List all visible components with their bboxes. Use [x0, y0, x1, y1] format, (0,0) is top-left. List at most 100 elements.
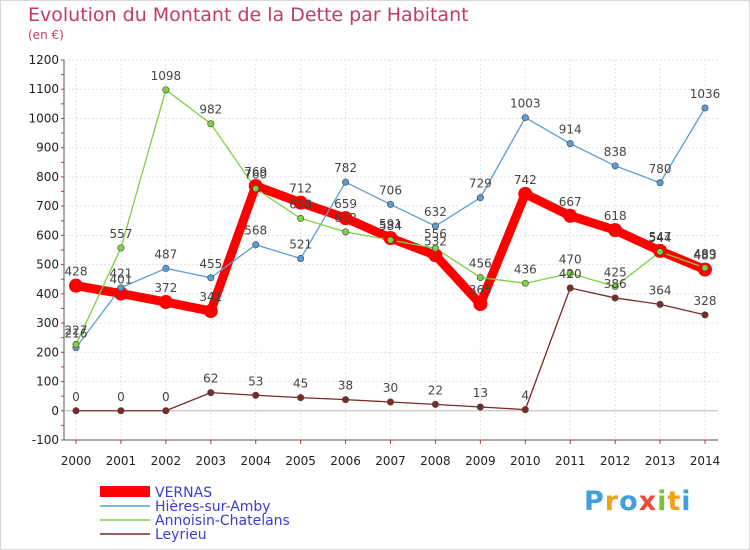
data-point: [431, 400, 439, 408]
data-point: [207, 120, 215, 128]
data-label: 706: [379, 183, 402, 197]
series-layer: [69, 86, 712, 415]
data-label: 328: [694, 294, 717, 308]
data-point: [608, 223, 623, 238]
data-point: [563, 208, 578, 223]
data-label: 612: [334, 211, 357, 225]
data-label: 420: [559, 267, 582, 281]
data-point: [342, 228, 350, 236]
logo-letter: t: [667, 486, 682, 517]
data-point: [476, 194, 484, 202]
data-point: [72, 407, 80, 415]
x-tick-label: 2014: [690, 454, 721, 468]
data-label: 421: [109, 267, 132, 281]
chart-unit: (en €): [28, 28, 64, 42]
logo-letter: x: [638, 486, 658, 517]
data-label: 38: [338, 379, 353, 393]
axes: -100010020030040050060070080090010001100…: [28, 53, 720, 468]
data-point: [386, 236, 394, 244]
logo-letter: r: [604, 486, 620, 517]
data-point: [158, 295, 173, 310]
data-point: [611, 283, 619, 291]
data-point: [518, 186, 533, 201]
data-label: 667: [559, 195, 582, 209]
data-point: [701, 311, 709, 319]
data-point: [656, 300, 664, 308]
data-point: [386, 200, 394, 208]
y-tick-label: 300: [36, 316, 59, 330]
data-label: 742: [514, 173, 537, 187]
data-label: 456: [469, 256, 492, 270]
data-label: 1036: [690, 87, 721, 101]
data-label: 544: [649, 231, 672, 245]
x-tick-label: 2012: [600, 454, 631, 468]
y-tick-label: 800: [36, 170, 59, 184]
data-label: 436: [514, 262, 537, 276]
proxiti-logo: Proxiti: [584, 486, 692, 517]
data-point: [476, 403, 484, 411]
x-tick-label: 2004: [240, 454, 271, 468]
data-point: [338, 211, 353, 226]
x-tick-label: 2000: [61, 454, 92, 468]
data-label: 489: [694, 247, 717, 261]
data-point: [162, 264, 170, 272]
data-point: [297, 394, 305, 402]
data-point: [428, 248, 443, 263]
data-point: [566, 140, 574, 148]
y-tick-label: 100: [36, 375, 59, 389]
data-point: [113, 286, 128, 301]
data-label: 0: [117, 390, 125, 404]
data-label: 658: [289, 197, 312, 211]
legend: VERNASHières-sur-AmbyAnnoisin-ChatelansL…: [100, 485, 290, 543]
x-tick-label: 2009: [465, 454, 496, 468]
data-labels: 428 401 372 341 769 712 659 591 532 365 742 667 618 5…: [65, 69, 721, 404]
logo-letter: i: [681, 486, 692, 517]
data-label: 532: [424, 234, 447, 248]
y-tick-label: 200: [36, 345, 59, 359]
data-label: 53: [248, 374, 263, 388]
data-point: [207, 274, 215, 282]
y-tick-label: 400: [36, 287, 59, 301]
logo-letter: i: [657, 486, 668, 517]
data-label: 487: [154, 247, 177, 261]
data-point: [117, 407, 125, 415]
data-point: [431, 244, 439, 252]
data-label: 386: [604, 277, 627, 291]
x-tick-label: 2013: [645, 454, 676, 468]
data-point: [252, 391, 260, 399]
data-label: 428: [65, 265, 88, 279]
data-label: 521: [289, 237, 312, 251]
data-label: 632: [424, 205, 447, 219]
data-label: 401: [109, 273, 132, 287]
data-label: 483: [694, 249, 717, 263]
y-tick-label: 500: [36, 258, 59, 272]
data-point: [566, 284, 574, 292]
data-label: 13: [473, 386, 488, 400]
data-label: 568: [244, 224, 267, 238]
data-point: [252, 241, 260, 249]
data-point: [431, 222, 439, 230]
data-point: [297, 254, 305, 262]
data-label: 729: [469, 177, 492, 191]
data-point: [386, 398, 394, 406]
data-label: 4: [521, 389, 529, 403]
data-label: 914: [559, 123, 582, 137]
data-label: 470: [559, 252, 582, 266]
data-point: [69, 278, 83, 293]
x-tick-label: 2001: [106, 454, 137, 468]
data-label: 557: [109, 227, 132, 241]
legend-label: VERNAS: [155, 485, 212, 501]
data-point: [203, 304, 218, 319]
x-tick-label: 2003: [196, 454, 227, 468]
data-point: [701, 264, 709, 272]
data-point: [656, 179, 664, 187]
legend-label: Hières-sur-Amby: [155, 499, 271, 515]
data-label: 1098: [151, 69, 182, 83]
data-label: 216: [65, 327, 88, 341]
legend-label: Annoisin-Chatelans: [155, 513, 290, 529]
y-tick-label: 700: [36, 199, 59, 213]
data-label: 0: [162, 390, 170, 404]
data-point: [162, 86, 170, 94]
data-label: 769: [244, 165, 267, 179]
data-label: 365: [469, 283, 492, 297]
